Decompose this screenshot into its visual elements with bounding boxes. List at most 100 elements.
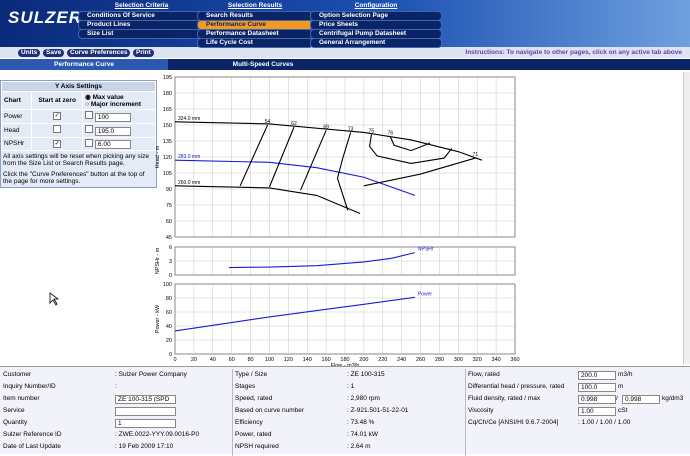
efficiency-label: 62 bbox=[291, 121, 297, 127]
axis-row: NPSHr ✓ 6.00 bbox=[0, 136, 156, 152]
toolbar-button[interactable]: Save bbox=[43, 49, 65, 57]
curve bbox=[174, 121, 483, 161]
radio-label[interactable]: Max value bbox=[92, 94, 124, 101]
info-label: Stages bbox=[235, 383, 256, 390]
nav-heading[interactable]: Configuration bbox=[354, 2, 398, 9]
chart-name: Power bbox=[0, 109, 33, 124]
x-tick-label: 200 bbox=[359, 357, 368, 363]
curve-label: 324.0 mm bbox=[178, 116, 200, 122]
input[interactable] bbox=[115, 407, 176, 416]
efficiency-line bbox=[239, 124, 269, 187]
info-column: Customer: Sulzer Power Company Inquiry Nu… bbox=[0, 369, 233, 456]
nav-heading[interactable]: Selection Results bbox=[227, 2, 283, 9]
zero-cell bbox=[31, 122, 84, 138]
header-cell: Start at zero bbox=[31, 91, 84, 110]
x-tick-label: 100 bbox=[265, 357, 274, 363]
info-value: : 2.64 m bbox=[347, 443, 371, 450]
efficiency-line bbox=[368, 134, 453, 164]
info-row: Power, rated: 74.01 kW bbox=[232, 429, 465, 441]
input[interactable]: 195.0 bbox=[94, 126, 131, 136]
x-tick-label: 240 bbox=[397, 357, 406, 363]
x-tick-label: 340 bbox=[492, 357, 501, 363]
info-label: Service bbox=[3, 407, 25, 414]
input[interactable]: 1 bbox=[115, 419, 176, 428]
curve bbox=[228, 252, 416, 269]
checkbox[interactable] bbox=[85, 124, 94, 133]
efficiency-label: 69 bbox=[323, 124, 329, 130]
toolbar-button[interactable]: Print bbox=[133, 49, 154, 57]
input[interactable]: 200.0 bbox=[578, 371, 616, 380]
y-tick-label: 100 bbox=[163, 282, 172, 288]
x-axis-label: Flow - m3/h bbox=[331, 363, 360, 368]
checkbox[interactable] bbox=[85, 138, 94, 147]
input[interactable]: 0.998 bbox=[622, 395, 660, 404]
unit: cSt bbox=[618, 407, 628, 414]
nav-button[interactable]: General Arrangement bbox=[310, 38, 442, 48]
info-label: Quantity bbox=[3, 419, 28, 426]
efficiency-label: 75 bbox=[369, 129, 375, 135]
efficiency-label: 71 bbox=[473, 152, 479, 158]
curve-label: 260.0 mm bbox=[178, 180, 200, 186]
note: Click the "Curve Preferences" button at … bbox=[3, 171, 145, 186]
info-panel: Customer: Sulzer Power Company Inquiry Nu… bbox=[0, 366, 690, 456]
info-label: Customer bbox=[3, 371, 32, 378]
info-value: : Z-921.501-51-22-01 bbox=[347, 407, 409, 414]
tab[interactable]: Performance Curve bbox=[0, 59, 168, 70]
info-row: Viscosity 1.00 cSt bbox=[465, 405, 690, 417]
axis-row: Power ✓ 100 bbox=[0, 109, 156, 124]
chart-name: Head bbox=[0, 122, 33, 138]
checkbox[interactable]: ✓ bbox=[53, 112, 62, 121]
input[interactable]: 100 bbox=[94, 112, 131, 122]
y-tick-label: 105 bbox=[163, 171, 172, 177]
y-tick-label: 60 bbox=[166, 219, 172, 225]
info-value: : Sulzer Power Company bbox=[115, 371, 187, 378]
radio-label[interactable]: Major increment bbox=[90, 101, 142, 108]
x-tick-label: 280 bbox=[435, 357, 444, 363]
info-label: Cq/Ch/Ce [ANSI/HI 9.6.7-2004] bbox=[468, 419, 559, 426]
input[interactable]: 1.00 bbox=[578, 407, 616, 416]
x-tick-label: 80 bbox=[247, 357, 253, 363]
x-tick-label: 220 bbox=[378, 357, 387, 363]
y-tick-label: 6 bbox=[169, 245, 172, 251]
curve bbox=[174, 296, 415, 332]
y-tick-label: 0 bbox=[169, 352, 172, 358]
info-label: Type / Size bbox=[235, 371, 268, 378]
note: All axis settings will be reset when pic… bbox=[3, 153, 149, 168]
x-tick-label: 40 bbox=[210, 357, 216, 363]
info-row: Quantity 1 bbox=[0, 417, 232, 429]
checkbox[interactable] bbox=[85, 111, 94, 119]
nav-heading[interactable]: Selection Criteria bbox=[114, 2, 169, 9]
input[interactable]: 6.00 bbox=[94, 140, 131, 150]
zero-cell: ✓ bbox=[31, 136, 84, 152]
input[interactable]: ZE 100-315 (SPD bbox=[115, 395, 176, 404]
checkbox[interactable]: ✓ bbox=[53, 139, 62, 148]
nav-button[interactable]: Life Cycle Cost bbox=[197, 38, 313, 48]
input[interactable]: 0.998 bbox=[578, 395, 616, 404]
unit: m bbox=[618, 383, 624, 390]
info-row: Flow, rated 200.0 m3/h bbox=[465, 369, 690, 381]
tab[interactable]: Multi-Speed Curves bbox=[232, 61, 294, 68]
info-row: Stages: 1 bbox=[232, 381, 465, 393]
checkbox[interactable] bbox=[53, 125, 62, 134]
scrollbar[interactable] bbox=[683, 72, 690, 364]
y-tick-label: 3 bbox=[169, 259, 172, 265]
logo: SULZER bbox=[8, 8, 82, 27]
info-label: Based on curve number bbox=[235, 407, 305, 414]
info-label: Power, rated bbox=[235, 431, 272, 438]
toolbar-button[interactable]: Curve Preferences bbox=[67, 49, 131, 57]
y-axis-label: NPSHr - m bbox=[155, 247, 161, 274]
x-tick-label: 120 bbox=[284, 357, 293, 363]
info-row: Service bbox=[0, 405, 232, 417]
zero-cell: ✓ bbox=[31, 109, 84, 124]
value-cell: 100 bbox=[82, 109, 156, 124]
x-tick-label: 360 bbox=[510, 357, 519, 363]
value-cell: 195.0 bbox=[82, 122, 156, 138]
curve bbox=[174, 159, 416, 196]
nav-button[interactable]: Size List bbox=[78, 29, 205, 39]
input[interactable]: 100.0 bbox=[578, 383, 616, 392]
info-column: Type / Size: ZE 100-315 Stages: 1 Speed, r… bbox=[232, 369, 466, 456]
toolbar-button[interactable]: Units bbox=[18, 49, 41, 57]
x-tick-label: 160 bbox=[322, 357, 331, 363]
instructions: Instructions: To navigate to other pages… bbox=[465, 49, 682, 56]
curve bbox=[174, 185, 361, 215]
